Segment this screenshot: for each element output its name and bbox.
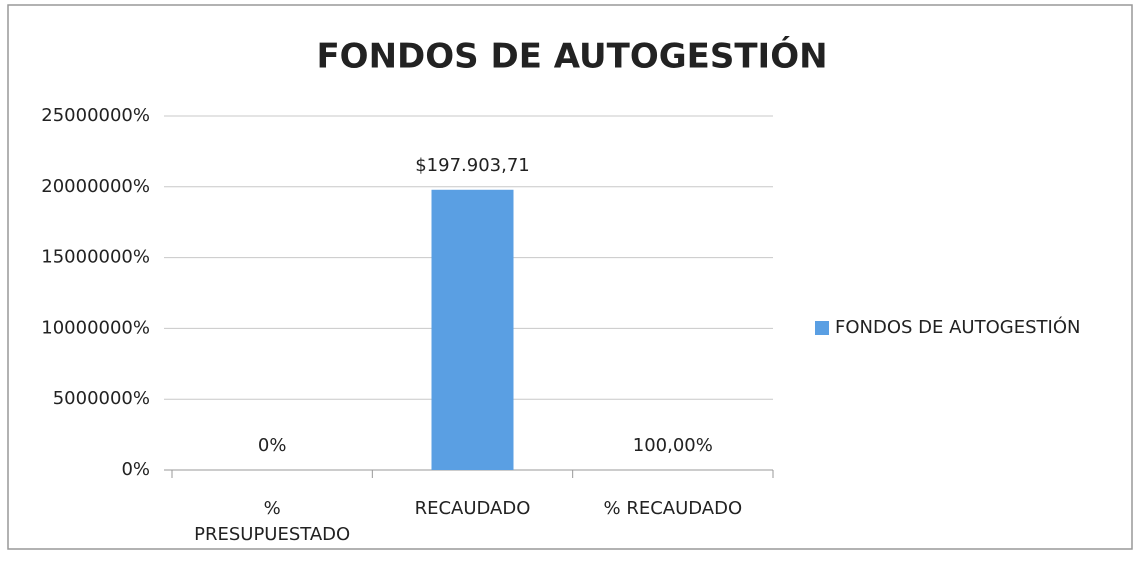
y-tick-label: 10000000%: [41, 317, 150, 338]
y-tick-label: 20000000%: [41, 176, 150, 197]
data-label: 0%: [258, 435, 287, 456]
x-tick-label: % RECAUDADO: [604, 498, 743, 519]
chart-frame: [7, 4, 1133, 550]
bar: [431, 189, 514, 470]
data-label: $197.903,71: [415, 155, 530, 176]
data-label: 100,00%: [633, 435, 713, 456]
y-tick-label: 25000000%: [41, 105, 150, 126]
legend-swatch: [815, 321, 829, 335]
x-tick-label: % PRESUPUESTADO: [194, 498, 350, 545]
x-tick-label: RECAUDADO: [415, 498, 531, 519]
y-tick-label: 0%: [121, 459, 150, 480]
y-tick-label: 15000000%: [41, 247, 150, 268]
y-tick-label: 5000000%: [53, 388, 150, 409]
legend-label: FONDOS DE AUTOGESTIÓN: [835, 316, 1080, 338]
chart-title: FONDOS DE AUTOGESTIÓN: [316, 36, 827, 77]
